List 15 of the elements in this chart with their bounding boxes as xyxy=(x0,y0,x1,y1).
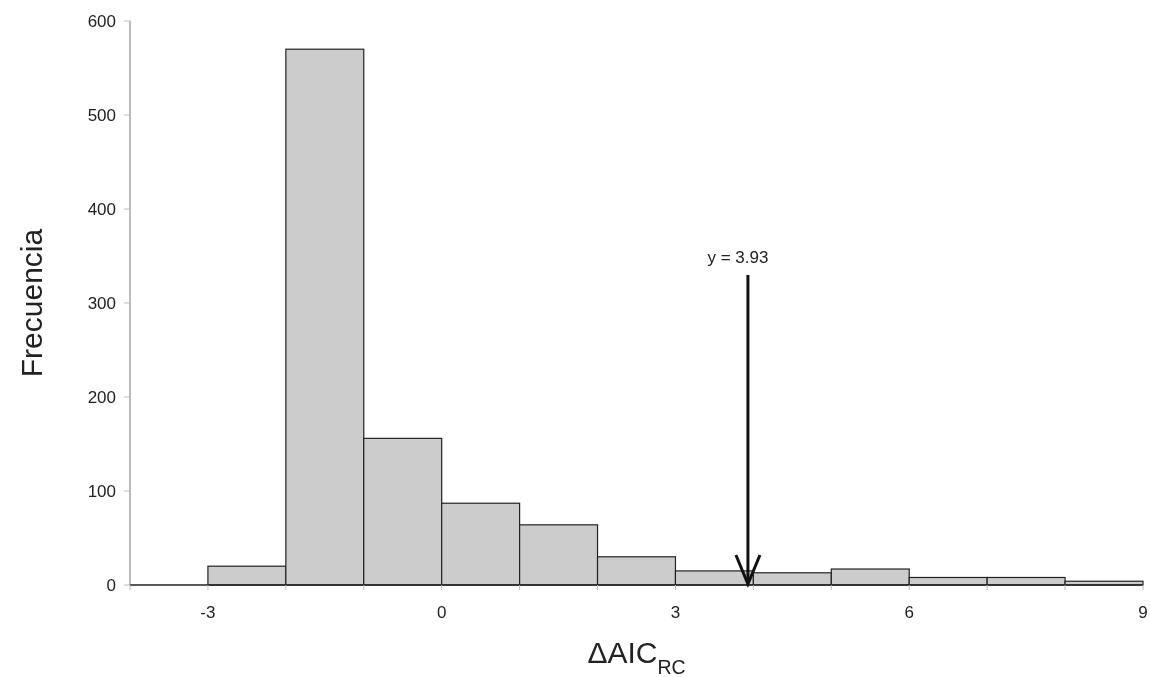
x-tick-label: 6 xyxy=(904,603,914,622)
y-tick-label: 200 xyxy=(87,387,116,407)
x-axis-title: ΔAIC$_{RC}$ xyxy=(587,636,686,677)
y-axis-title: Frecuencia xyxy=(15,228,48,378)
y-tick-label: 300 xyxy=(87,293,116,313)
y-tick-label: 600 xyxy=(87,11,116,31)
y-tick-label: 100 xyxy=(87,481,116,501)
x-tick-label: 0 xyxy=(436,603,447,622)
y-tick-label: 400 xyxy=(87,199,116,219)
x-tick-label: 3 xyxy=(670,603,681,622)
x-tick-label: -3 xyxy=(200,603,216,622)
x-tick-label: 9 xyxy=(1138,603,1148,622)
annotation: y = 3.93 xyxy=(707,248,769,267)
y-tick-label: 500 xyxy=(87,105,116,125)
y-tick-label: 0 xyxy=(106,575,116,595)
